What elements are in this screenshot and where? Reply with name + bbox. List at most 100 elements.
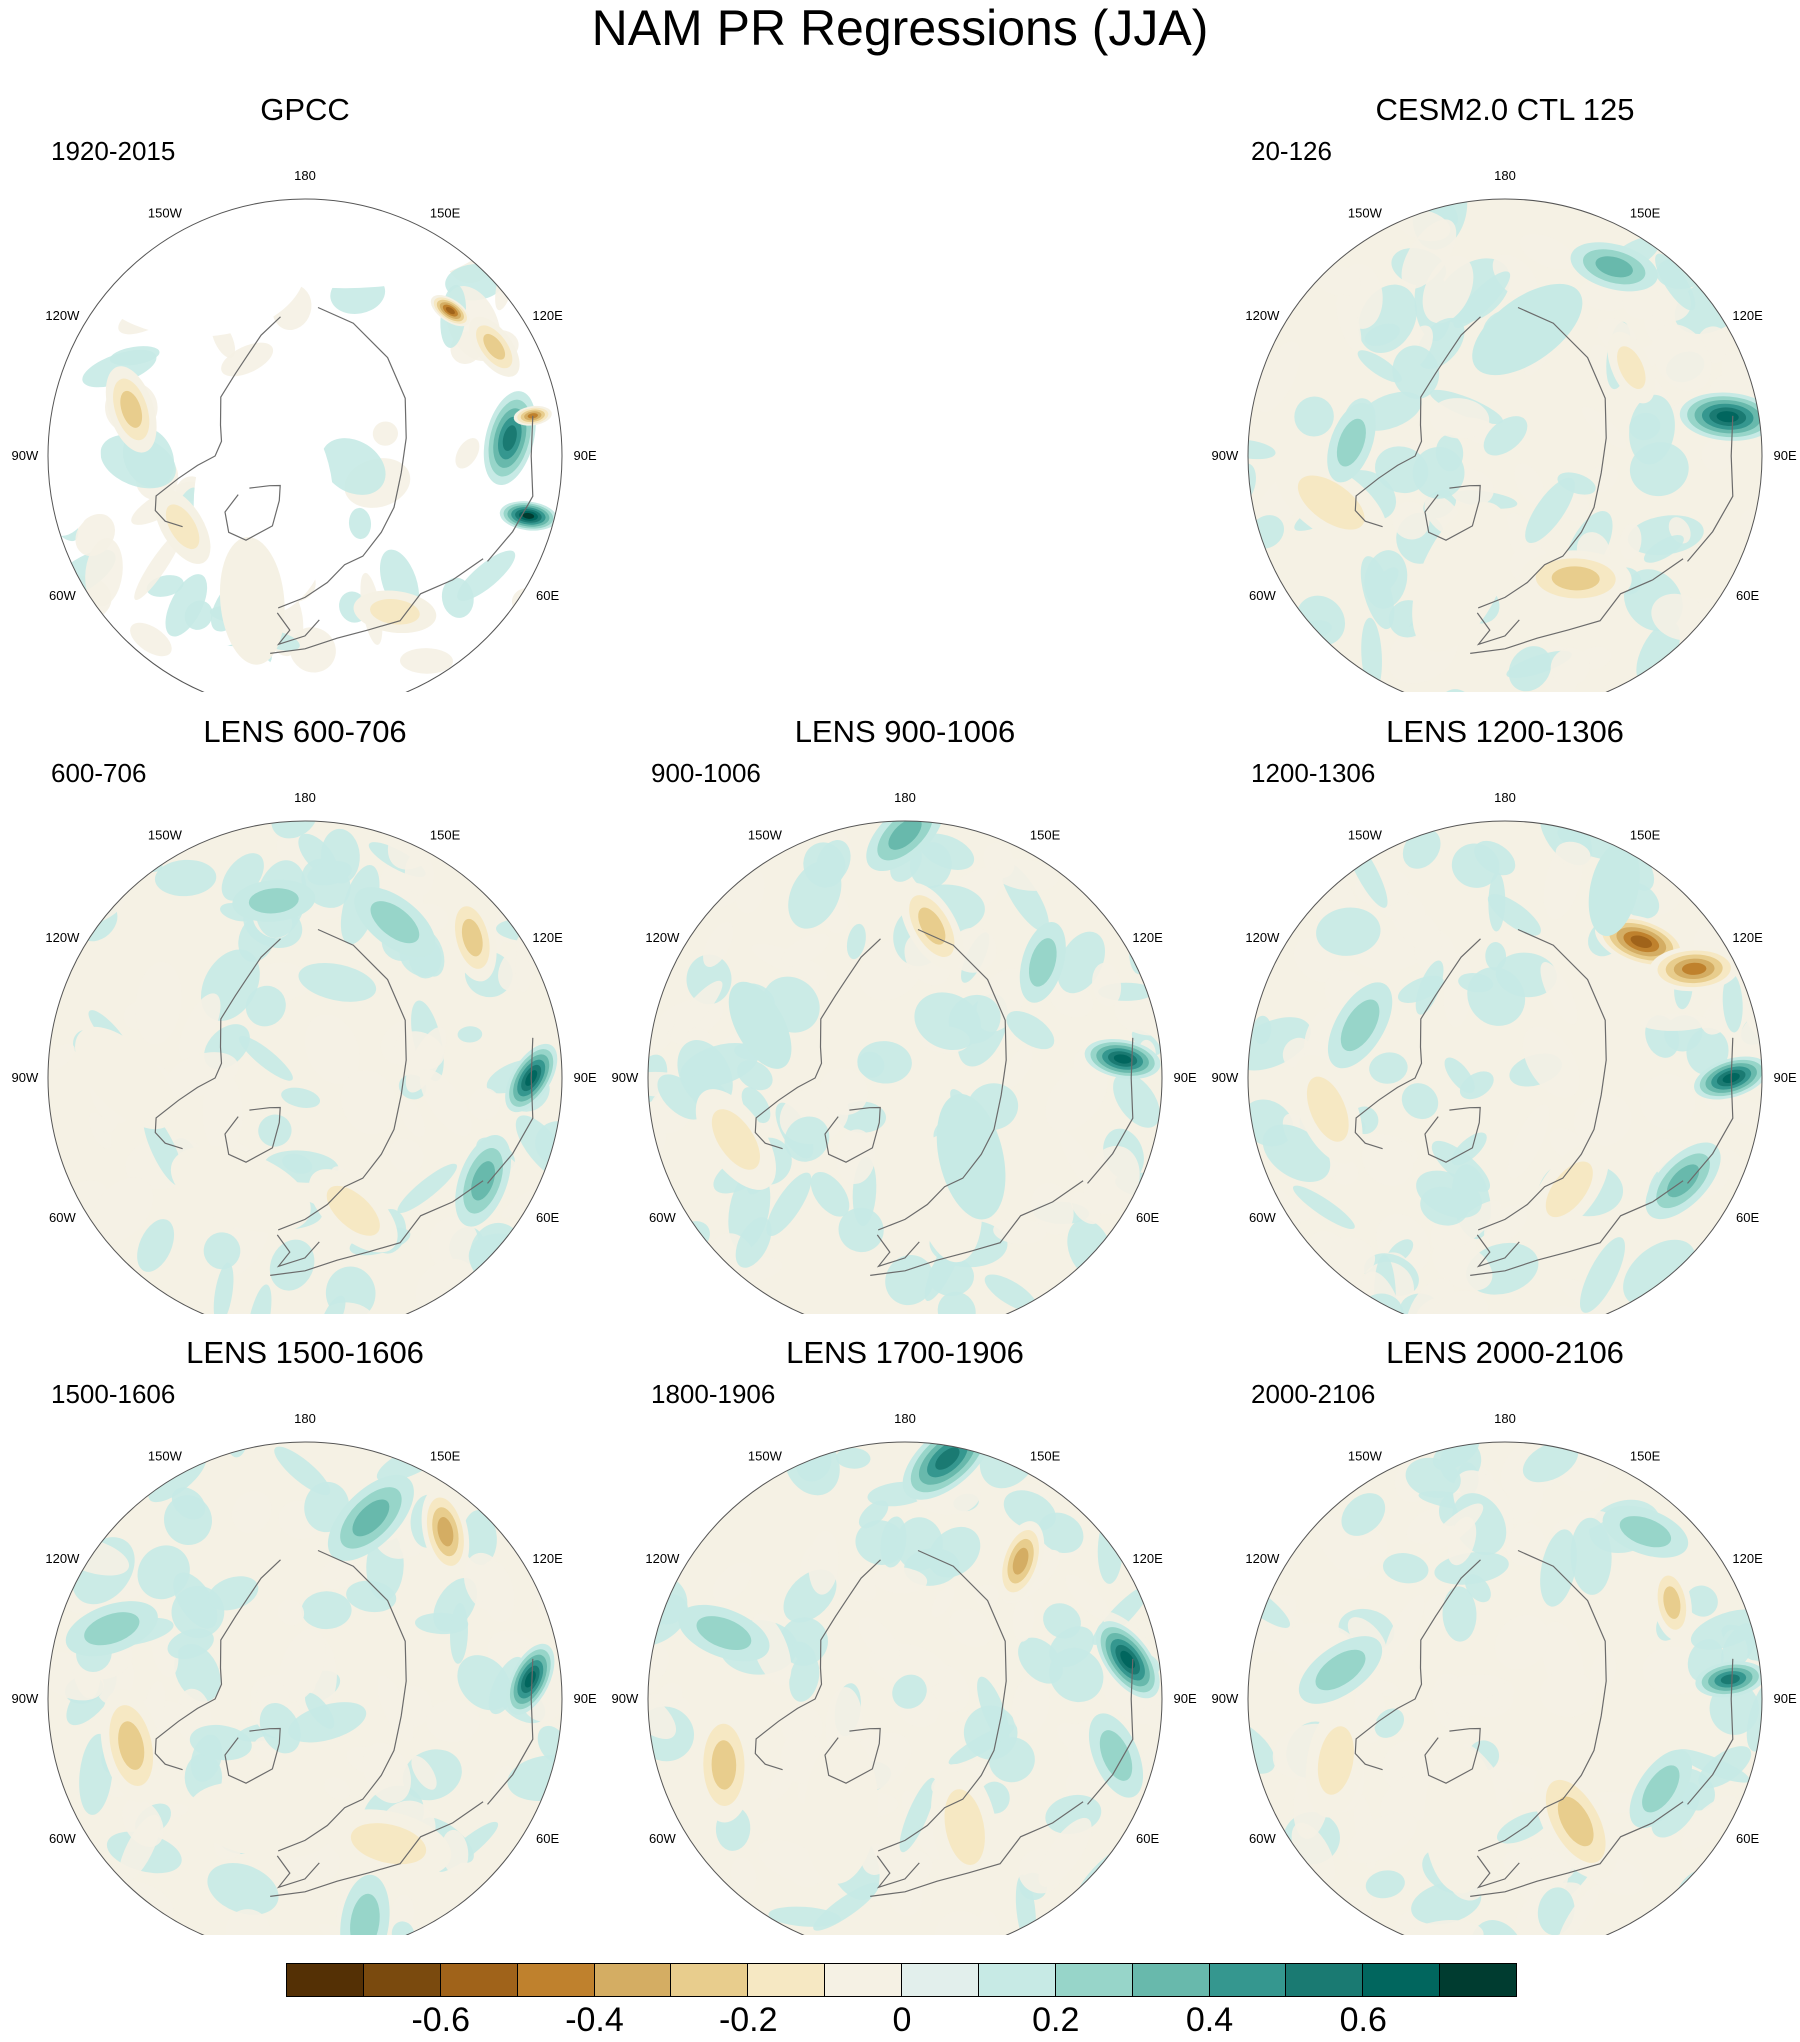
- longitude-label: 120E: [1132, 930, 1163, 945]
- coastline: [824, 1727, 881, 1784]
- field-patch: [1361, 1134, 1414, 1187]
- field-patch: [914, 992, 981, 1051]
- anomaly-contour: [1551, 566, 1600, 591]
- field-patch: [1428, 1674, 1505, 1705]
- map-boundary: [1247, 820, 1763, 1314]
- field-patch: [372, 421, 398, 446]
- longitude-label: 30E: [1634, 691, 1657, 692]
- longitude-label: 90E: [1774, 1070, 1797, 1085]
- field-patch: [1555, 841, 1591, 867]
- field-patch: [838, 1207, 884, 1253]
- colorbar-tick-label: 0.4: [1185, 2001, 1234, 2039]
- longitude-label: 150W: [1348, 1448, 1383, 1463]
- coastline: [487, 1658, 534, 1805]
- field-patch: [1519, 233, 1576, 270]
- field-patch: [937, 1291, 976, 1314]
- longitude-label: 60E: [536, 1210, 559, 1225]
- field-patch: [730, 1857, 757, 1895]
- field-patch: [231, 1490, 272, 1534]
- field-patch: [399, 1097, 426, 1138]
- longitude-label: 150E: [430, 1448, 461, 1463]
- anomaly-contour: [461, 918, 483, 957]
- panel-years: 1200-1306: [1251, 758, 1376, 788]
- field-patch: [1704, 1092, 1762, 1127]
- anomaly-contour: [1682, 962, 1707, 975]
- anomaly-contour: [170, 1145, 311, 1233]
- field-patch: [1336, 293, 1362, 352]
- field-patch: [225, 1909, 271, 1935]
- coastline: [277, 928, 407, 1231]
- field-patch: [1330, 1236, 1376, 1276]
- coastline: [1477, 306, 1607, 609]
- longitude-label: 120W: [645, 930, 680, 945]
- longitude-label: 120E: [1732, 930, 1763, 945]
- coastline: [1424, 1727, 1481, 1784]
- map-panel-gpcc: GPCC 1920-2015 180150E120E90E60E30E030W6…: [5, 92, 605, 692]
- coastline: [1687, 415, 1734, 562]
- longitude-label: 180: [894, 790, 916, 805]
- field-patch: [238, 1035, 293, 1081]
- field-patch: [245, 1284, 272, 1314]
- field-patch: [362, 1742, 412, 1804]
- field-patch: [213, 1262, 234, 1314]
- anomaly-contour: [1472, 283, 1583, 376]
- colorbar-swatch: [747, 1963, 826, 1997]
- field-patch: [1384, 1595, 1425, 1665]
- coastline: [1687, 1658, 1734, 1805]
- field-patch: [1255, 341, 1301, 413]
- colorbar: [286, 1963, 1517, 1997]
- map-panel-lens-2000: LENS 2000-2106 2000-2106 180 150E 120E 90E 6…: [1205, 1335, 1800, 1935]
- field-patch: [1681, 1795, 1738, 1851]
- longitude-label: 150W: [1348, 205, 1383, 220]
- field-patch: [872, 1567, 928, 1594]
- panel-title: LENS 1500-1606: [186, 1335, 424, 1370]
- field-patch: [340, 1069, 398, 1135]
- anomaly-contour: [120, 390, 143, 428]
- field-patch: [1428, 1503, 1484, 1551]
- map-boundary: [1247, 1441, 1763, 1935]
- anomaly-contour: [1663, 1586, 1681, 1619]
- map-panel-lens-1500: LENS 1500-1606 1500-1606 180 150E 120E 90E 6…: [5, 1335, 605, 1935]
- anomaly-contour: [1012, 1547, 1029, 1575]
- field-patch: [1003, 1490, 1056, 1531]
- field-patch: [1619, 523, 1642, 560]
- anomaly-contour: [1297, 475, 1365, 530]
- field-patch: [1442, 1586, 1477, 1642]
- field-patch: [1341, 1493, 1386, 1536]
- anomaly-contour: [918, 907, 946, 945]
- coastline: [1354, 1559, 1481, 1771]
- colorbar-swatch: [516, 1963, 595, 1997]
- colorbar-tick-label: 0.6: [1339, 2001, 1387, 2039]
- field-patch: [1431, 1241, 1493, 1291]
- field-patch: [1539, 1670, 1597, 1718]
- field-patch: [271, 821, 318, 839]
- field-patch: [1581, 406, 1627, 449]
- field-patch: [990, 858, 1059, 891]
- longitude-label: 60E: [1136, 1210, 1159, 1225]
- coastline: [1470, 1180, 1684, 1276]
- field-patch: [1651, 593, 1709, 641]
- field-patch: [1346, 1812, 1418, 1864]
- longitude-label: 150W: [748, 827, 783, 842]
- field-patch: [658, 1682, 683, 1707]
- anomaly-contour: [1595, 256, 1633, 278]
- map-field: [48, 821, 562, 1314]
- missing-data-mask: [161, 645, 282, 692]
- anomaly-contour: [370, 599, 420, 625]
- coastline: [154, 938, 281, 1150]
- coastline: [224, 1727, 281, 1784]
- longitude-label: 30W: [1352, 691, 1379, 692]
- polar-map: 180150E120E90E60E30E030W60W90W120W150W: [1212, 790, 1797, 1314]
- field-patch: [703, 921, 734, 968]
- field-patch: [835, 1447, 871, 1469]
- longitude-label: 180: [294, 790, 316, 805]
- colorbar-swatch: [901, 1963, 979, 1997]
- colorbar-swatch: [1131, 1963, 1210, 1997]
- field-patch: [1056, 1722, 1101, 1758]
- map-field: [1248, 199, 1762, 692]
- field-patch: [887, 1869, 923, 1917]
- longitude-label: 30W: [752, 1934, 779, 1935]
- field-patch: [1011, 1675, 1050, 1734]
- anomaly-contour: [1340, 999, 1380, 1052]
- field-patch: [1639, 1073, 1696, 1130]
